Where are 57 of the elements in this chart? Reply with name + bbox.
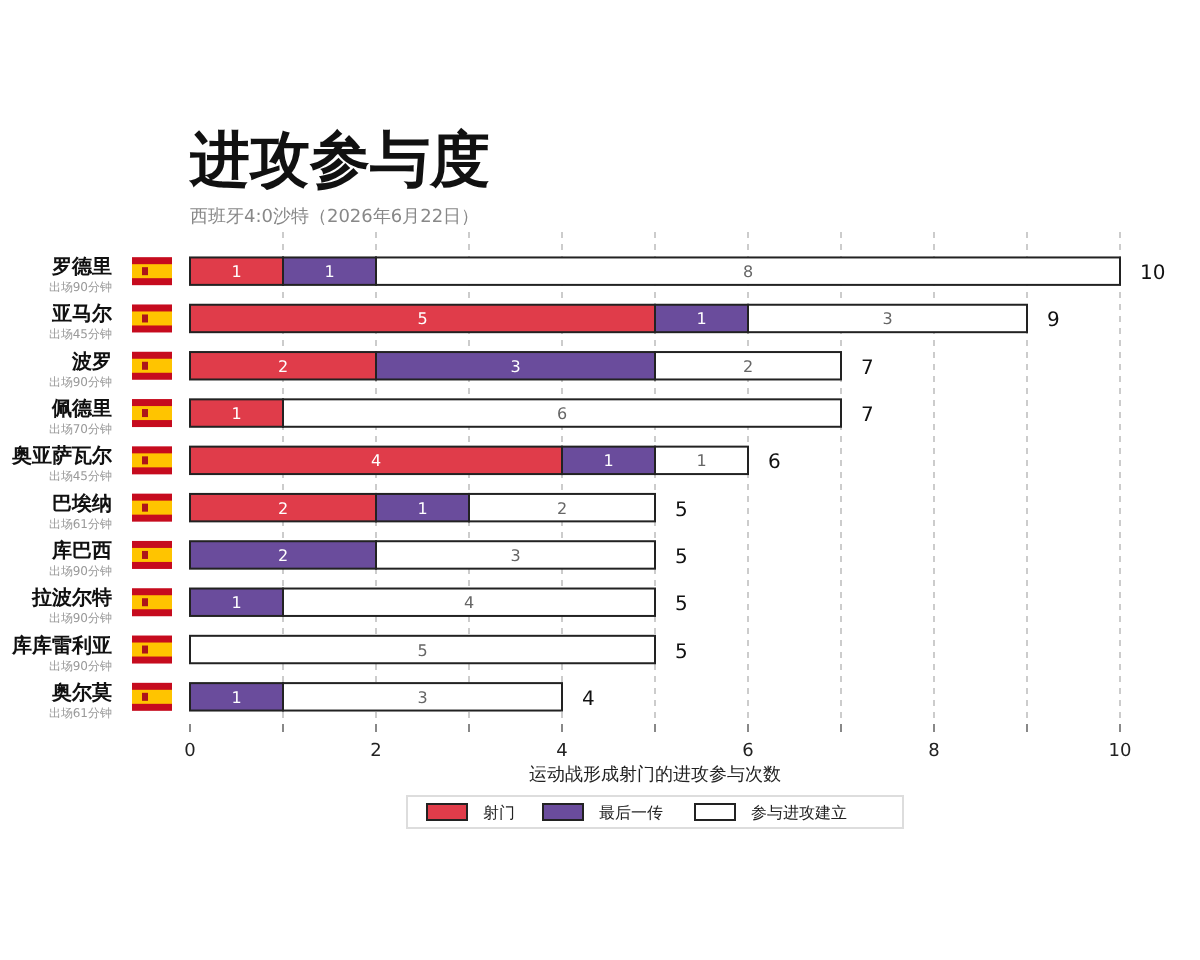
y-tick-label: 佩德里 bbox=[50, 397, 112, 422]
chart-subtitle: 西班牙4:0沙特（2026年6月22日） bbox=[190, 206, 480, 228]
data-label: 6 bbox=[556, 405, 568, 424]
x-tick-label: 6 bbox=[742, 742, 755, 762]
data-label: 1 bbox=[231, 263, 242, 282]
y-tick-label: 亚马尔 bbox=[50, 302, 114, 327]
total-label: 5 bbox=[675, 641, 688, 664]
y-tick-label: 库库雷利亚 bbox=[10, 633, 112, 658]
data-label: 1 bbox=[231, 688, 242, 707]
y-tick-label: 奥尔莫 bbox=[50, 680, 112, 705]
y-tick-label: 罗德里 bbox=[50, 255, 112, 280]
x-tick-label: 10 bbox=[1108, 742, 1132, 762]
legend-label: 射门 bbox=[483, 804, 515, 822]
y-tick-label: 奥亚萨瓦尔 bbox=[10, 444, 114, 469]
data-label: 1 bbox=[231, 405, 242, 424]
data-label: 4 bbox=[370, 452, 382, 471]
data-label: 1 bbox=[324, 263, 335, 282]
data-label: 2 bbox=[742, 357, 754, 376]
data-label: 3 bbox=[510, 357, 521, 376]
data-label: 1 bbox=[603, 452, 614, 471]
chart-title: 进攻参与度 bbox=[188, 126, 490, 196]
data-label: 1 bbox=[231, 594, 242, 613]
y-tick-label: 波罗 bbox=[70, 349, 112, 374]
data-label: 3 bbox=[882, 310, 893, 329]
x-axis-title: 运动战形成射门的进攻参与次数 bbox=[529, 764, 781, 786]
y-tick-label: 拉波尔特 bbox=[30, 586, 112, 611]
total-label: 4 bbox=[582, 688, 595, 711]
total-label: 10 bbox=[1140, 263, 1166, 286]
y-tick-label: 库巴西 bbox=[50, 538, 112, 563]
x-tick-label: 2 bbox=[370, 742, 382, 762]
total-label: 5 bbox=[675, 499, 688, 522]
data-label: 3 bbox=[417, 688, 428, 707]
total-label: 5 bbox=[675, 594, 688, 617]
x-tick-label: 0 bbox=[184, 742, 197, 762]
data-label: 1 bbox=[696, 452, 707, 471]
data-label: 3 bbox=[510, 546, 521, 565]
data-label: 5 bbox=[417, 310, 428, 329]
total-label: 5 bbox=[675, 546, 688, 569]
data-label: 1 bbox=[696, 310, 707, 329]
data-label: 4 bbox=[463, 594, 475, 613]
total-label: 6 bbox=[768, 452, 781, 475]
data-label: 2 bbox=[277, 357, 289, 376]
data-label: 2 bbox=[277, 499, 289, 518]
x-tick-label: 4 bbox=[556, 742, 569, 762]
legend-label: 最后一传 bbox=[599, 804, 663, 822]
total-label: 9 bbox=[1047, 310, 1060, 333]
data-label: 2 bbox=[277, 546, 289, 565]
data-label: 1 bbox=[417, 499, 428, 518]
x-tick-label: 8 bbox=[928, 742, 941, 762]
y-tick-label: 巴埃纳 bbox=[52, 491, 112, 516]
legend-label: 参与进攻建立 bbox=[751, 804, 847, 822]
data-label: 5 bbox=[417, 641, 428, 660]
bar bbox=[189, 634, 656, 665]
total-label: 7 bbox=[861, 405, 874, 428]
total-label: 7 bbox=[861, 357, 874, 380]
data-label: 8 bbox=[742, 263, 754, 282]
data-label: 2 bbox=[556, 499, 568, 518]
